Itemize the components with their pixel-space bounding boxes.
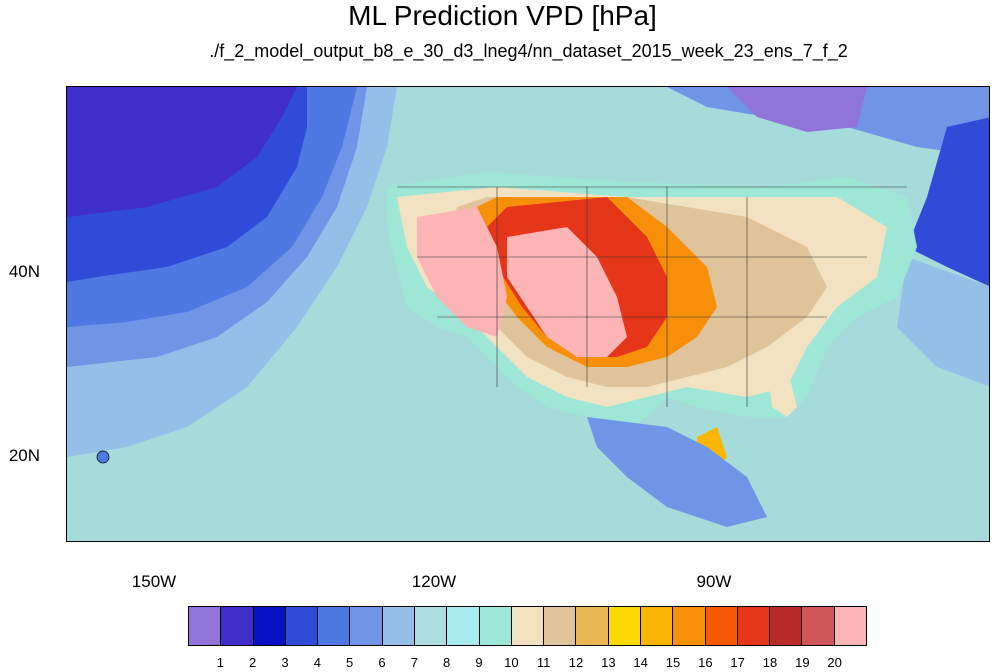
- lon-label-90w: 90W: [696, 572, 732, 591]
- colorbar-label: 8: [443, 655, 451, 670]
- colorbar-label: 2: [249, 655, 257, 670]
- map-subtitle: ./f_2_model_output_b8_e_30_d3_lneg4/nn_d…: [209, 41, 848, 61]
- colorbar-box: [673, 607, 706, 645]
- colorbar-box: [189, 607, 222, 645]
- lat-label-20n: 20N: [8, 446, 40, 465]
- colorbar-label: 7: [410, 655, 418, 670]
- state-borders: [397, 186, 907, 407]
- colorbar-box: [221, 607, 254, 645]
- land-pink: [507, 227, 627, 357]
- pacific-deepest-blue: [67, 87, 297, 217]
- land-pink-west: [417, 207, 507, 337]
- colorbar-label: 14: [633, 655, 648, 670]
- atlantic-blue: [907, 117, 989, 287]
- colorbar-label: 12: [568, 655, 584, 670]
- lat-label-40n: 40N: [8, 262, 40, 281]
- colorbar-box: [253, 607, 286, 645]
- colorbar-box: [479, 607, 512, 645]
- colorbar-box: [770, 607, 803, 645]
- colorbar-label: 3: [281, 655, 289, 670]
- colorbar-label: 15: [665, 655, 681, 670]
- north-purple: [727, 87, 867, 132]
- atlantic-light: [897, 257, 989, 387]
- colorbar-box: [608, 607, 641, 645]
- colorbar-label: 5: [346, 655, 354, 670]
- colorbar: [188, 606, 867, 646]
- colorbar-box: [285, 607, 319, 645]
- colorbar-box: [576, 607, 609, 645]
- central-america: [587, 417, 767, 527]
- colorbar-label: 1: [216, 655, 224, 670]
- colorbar-box: [834, 607, 866, 645]
- colorbar-box: [447, 607, 480, 645]
- vpd-field: [67, 87, 989, 541]
- colorbar-box: [318, 607, 351, 645]
- colorbar-label: 18: [762, 655, 778, 670]
- colorbar-label: 16: [698, 655, 713, 670]
- colorbar-labels: 1 2 3 4 5 6 7 8 9 10 11 12 13 14 15 16 17 18 19 20: [188, 656, 867, 672]
- map-title: ML Prediction VPD [hPa]: [348, 0, 657, 31]
- colorbar-label: 6: [378, 655, 386, 670]
- colorbar-box: [640, 607, 674, 645]
- lon-label-150w: 150W: [131, 572, 177, 591]
- hawaii: [96, 450, 110, 464]
- colorbar-label: 10: [504, 655, 519, 670]
- colorbar-box: [382, 607, 415, 645]
- colorbar-box: [350, 607, 383, 645]
- florida: [767, 367, 797, 417]
- colorbar-label: 9: [475, 655, 483, 670]
- colorbar-label: 19: [795, 655, 810, 670]
- colorbar-box: [544, 607, 577, 645]
- colorbar-label: 11: [536, 655, 551, 670]
- colorbar-box: [414, 607, 448, 645]
- lon-label-120w: 120W: [411, 572, 457, 591]
- colorbar-label: 17: [730, 655, 745, 670]
- colorbar-box: [511, 607, 545, 645]
- vpd-map: [66, 86, 990, 542]
- colorbar-box: [802, 607, 835, 645]
- colorbar-box: [737, 607, 771, 645]
- colorbar-box: [705, 607, 738, 645]
- colorbar-label: 4: [313, 655, 321, 670]
- colorbar-label: 13: [601, 655, 616, 670]
- colorbar-label: 20: [827, 655, 842, 670]
